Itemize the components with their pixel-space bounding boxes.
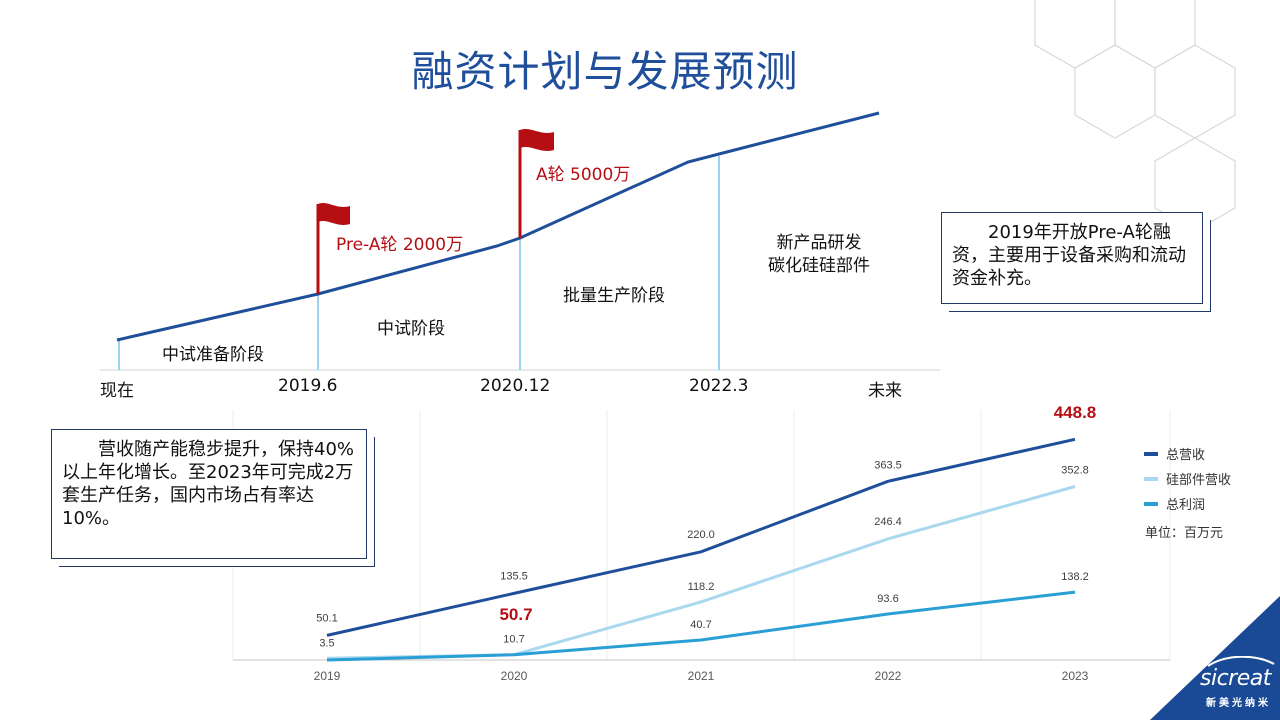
flag-pre-a-label: Pre-A轮 2000万	[336, 235, 464, 255]
timeline-tick: 2022.3	[689, 376, 749, 396]
data-label: 352.8	[1061, 465, 1089, 477]
series-line-2	[326, 485, 1076, 660]
stage-label: 批量生产阶段	[563, 286, 665, 306]
series-line-1	[326, 437, 1076, 637]
data-label: 50.7	[499, 605, 532, 624]
revenue-note-text: 营收随产能稳步提升，保持40%以上年化增长。至2023年可完成2万套生产任务，国…	[62, 439, 355, 529]
flag-a-icon	[520, 129, 554, 151]
data-label: 448.8	[1054, 403, 1097, 422]
timeline-tick: 2019.6	[278, 376, 338, 396]
page-title: 融资计划与发展预测	[411, 47, 799, 96]
legend-label: 总营收	[1166, 448, 1206, 463]
data-label: 40.7	[690, 619, 711, 631]
financing-note-text: 2019年开放Pre-A轮融资，主要用于设备采购和流动资金补充。	[952, 222, 1186, 289]
data-label: 246.4	[874, 516, 902, 528]
legend-item: 总利润	[1144, 491, 1231, 516]
flag-a-label: A轮 5000万	[536, 165, 631, 185]
stage-label: 中试阶段	[377, 319, 445, 339]
x-tick-label: 2022	[875, 669, 902, 683]
x-tick-label: 2020	[501, 669, 528, 683]
data-label: 135.5	[500, 570, 528, 582]
data-label: 138.2	[1061, 571, 1089, 583]
data-label: 220.0	[687, 529, 715, 541]
future-stage-label: 新产品研发 碳化硅硅部件	[768, 232, 870, 278]
legend-item: 总营收	[1144, 441, 1231, 466]
timeline-tick: 未来	[868, 381, 902, 401]
flag-pre-a-icon	[318, 203, 350, 225]
logo-wordmark: sicreat	[1200, 666, 1271, 691]
corner-triangle	[1150, 596, 1280, 720]
future-line: 新产品研发	[776, 233, 862, 253]
data-label: 10.7	[503, 634, 524, 646]
data-label: 50.1	[316, 612, 337, 624]
hexagon-decoration	[1034, 0, 1236, 230]
data-label: 3.5	[319, 637, 334, 649]
revenue-note-box: 营收随产能稳步提升，保持40%以上年化增长。至2023年可完成2万套生产任务，国…	[51, 429, 367, 559]
timeline-tick: 现在	[100, 381, 134, 401]
logo-cn: 新美光纳米	[1206, 698, 1271, 709]
future-line: 碳化硅硅部件	[768, 256, 870, 276]
logo-arc-icon	[1207, 656, 1275, 667]
data-label: 93.6	[877, 593, 898, 605]
timeline-tick: 2020.12	[480, 376, 551, 396]
legend-label: 总利润	[1166, 498, 1206, 513]
data-label: 363.5	[874, 459, 902, 471]
legend-swatch	[1144, 501, 1158, 506]
legend-label: 硅部件营收	[1166, 473, 1232, 488]
series-line-3	[326, 590, 1076, 662]
x-tick-label: 2023	[1062, 669, 1089, 683]
unit-label: 单位：百万元	[1145, 526, 1224, 541]
data-label: 118.2	[688, 581, 715, 593]
x-tick-label: 2021	[688, 669, 715, 683]
financing-note-box: 2019年开放Pre-A轮融资，主要用于设备采购和流动资金补充。	[941, 212, 1203, 304]
legend-swatch	[1144, 451, 1158, 456]
x-tick-label: 2019	[314, 669, 341, 683]
legend-item: 硅部件营收	[1144, 466, 1231, 491]
legend-swatch	[1144, 476, 1158, 481]
stage-label: 中试准备阶段	[162, 345, 264, 365]
chart-legend: 总营收 硅部件营收 总利润	[1144, 441, 1231, 516]
